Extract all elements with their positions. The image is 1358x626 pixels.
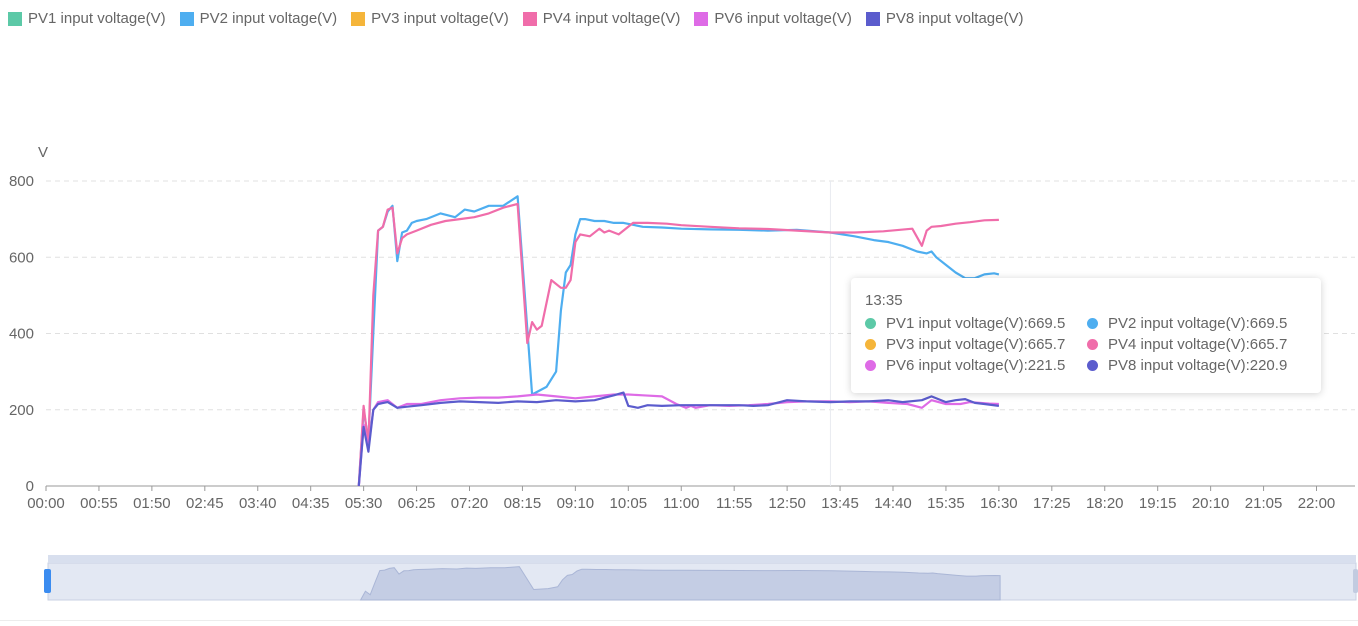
series-line-pv2	[357, 195, 1000, 487]
tooltip-dot-pv8	[1087, 360, 1098, 371]
x-tick-label: 00:55	[80, 495, 118, 512]
x-tick-label: 15:35	[927, 495, 965, 512]
y-tick-label: 400	[9, 326, 34, 343]
legend-swatch-pv6	[694, 11, 709, 26]
zoom-handle-right[interactable]	[1353, 569, 1358, 593]
x-tick-label: 06:25	[398, 495, 436, 512]
y-axis-label: V	[38, 144, 48, 161]
legend-item-pv3[interactable]: PV3 input voltage(V)	[351, 10, 509, 27]
legend-swatch-pv4	[522, 11, 537, 26]
y-tick-label: 200	[9, 402, 34, 419]
tooltip-value-pv6: PV6 input voltage(V):221.5	[886, 357, 1066, 374]
x-tick-label: 14:40	[874, 495, 912, 512]
x-tick-label: 05:30	[345, 495, 383, 512]
legend-swatch-pv1	[8, 11, 22, 26]
x-tick-label: 20:10	[1192, 495, 1230, 512]
x-tick-label: 08:15	[504, 495, 542, 512]
legend-swatch-pv3	[351, 11, 366, 26]
legend-swatch-pv8	[865, 11, 880, 26]
x-tick-label: 21:05	[1245, 495, 1283, 512]
x-tick-label: 22:00	[1298, 495, 1336, 512]
tooltip-value-pv1: PV1 input voltage(V):669.5	[886, 315, 1066, 332]
legend-item-pv1[interactable]: PV1 input voltage(V)	[8, 10, 166, 27]
tooltip-dot-pv1	[865, 318, 876, 329]
legend-label-pv8: PV8 input voltage(V)	[885, 10, 1024, 27]
tooltip-row-pv6: PV6 input voltage(V):221.5	[865, 357, 1087, 374]
series-line-pv4	[357, 202, 999, 487]
tooltip-row-pv3: PV3 input voltage(V):665.7	[865, 336, 1087, 353]
tooltip-row-pv1: PV1 input voltage(V):669.5	[865, 315, 1087, 332]
y-tick-label: 600	[9, 249, 34, 266]
series-lines	[357, 195, 1000, 487]
x-tick-label: 01:50	[133, 495, 171, 512]
x-tick-label: 10:05	[610, 495, 648, 512]
x-axis: 00:00 00:55 01:50 02:45 03:40 04:35 05:30 06:25…	[27, 485, 1355, 512]
x-tick-label: 02:45	[186, 495, 224, 512]
x-tick-label: 12:50	[768, 495, 806, 512]
y-axis: 0 200 400 600 800	[9, 173, 34, 495]
zoom-top-bar[interactable]	[48, 555, 1356, 563]
legend-label-pv4: PV4 input voltage(V)	[542, 10, 681, 27]
legend-item-pv2[interactable]: PV2 input voltage(V)	[179, 10, 338, 27]
x-tick-label: 17:25	[1033, 495, 1071, 512]
x-tick-label: 03:40	[239, 495, 277, 512]
zoom-handle-left[interactable]	[44, 569, 51, 593]
tooltip-dot-pv3	[865, 339, 876, 350]
zoom-preview-area	[359, 566, 1001, 601]
legend-swatch-pv2	[179, 11, 194, 26]
y-tick-label: 800	[9, 173, 34, 190]
series-line-pv8	[357, 391, 1000, 487]
x-tick-label: 07:20	[451, 495, 489, 512]
chart-legend: PV1 input voltage(V) PV2 input voltage(V)…	[8, 10, 1023, 27]
data-zoom-slider[interactable]	[44, 555, 1358, 601]
legend-item-pv4[interactable]: PV4 input voltage(V)	[522, 10, 681, 27]
x-tick-label: 13:45	[821, 495, 859, 512]
tooltip-dot-pv2	[1087, 318, 1098, 329]
x-tick-label: 09:10	[557, 495, 595, 512]
x-tick-label: 04:35	[292, 495, 330, 512]
series-line-pv6	[357, 393, 999, 487]
x-tick-label: 16:30	[980, 495, 1018, 512]
tooltip-row-pv8: PV8 input voltage(V):220.9	[1087, 357, 1307, 374]
tooltip: 13:35 PV1 input voltage(V):669.5 PV2 inpu…	[851, 278, 1321, 393]
x-tick-label: 19:15	[1139, 495, 1177, 512]
tooltip-row-pv4: PV4 input voltage(V):665.7	[1087, 336, 1307, 353]
legend-item-pv6[interactable]: PV6 input voltage(V)	[694, 10, 852, 27]
tooltip-dot-pv6	[865, 360, 876, 371]
bottom-divider	[0, 620, 1358, 621]
tooltip-value-pv2: PV2 input voltage(V):669.5	[1108, 315, 1288, 332]
x-tick-label: 18:20	[1086, 495, 1124, 512]
tooltip-value-pv3: PV3 input voltage(V):665.7	[886, 336, 1066, 353]
legend-label-pv3: PV3 input voltage(V)	[371, 10, 509, 27]
y-tick-label: 0	[26, 478, 34, 495]
legend-item-pv8[interactable]: PV8 input voltage(V)	[865, 10, 1024, 27]
legend-label-pv1: PV1 input voltage(V)	[28, 10, 166, 27]
legend-label-pv2: PV2 input voltage(V)	[199, 10, 338, 27]
tooltip-row-pv2: PV2 input voltage(V):669.5	[1087, 315, 1307, 332]
legend-label-pv6: PV6 input voltage(V)	[714, 10, 852, 27]
tooltip-time: 13:35	[865, 292, 903, 309]
tooltip-value-pv4: PV4 input voltage(V):665.7	[1108, 336, 1288, 353]
tooltip-value-pv8: PV8 input voltage(V):220.9	[1108, 357, 1288, 374]
tooltip-dot-pv4	[1087, 339, 1098, 350]
x-tick-label: 11:55	[716, 495, 752, 512]
x-tick-label: 11:00	[663, 495, 699, 512]
x-tick-label: 00:00	[27, 495, 65, 512]
tooltip-rows: PV1 input voltage(V):669.5 PV2 input volt…	[865, 315, 1307, 374]
